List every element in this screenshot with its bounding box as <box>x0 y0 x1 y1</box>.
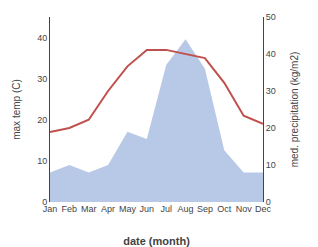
svg-text:Jan: Jan <box>43 204 58 214</box>
svg-text:10: 10 <box>37 156 47 166</box>
svg-text:Jun: Jun <box>140 204 155 214</box>
svg-text:40: 40 <box>37 33 47 43</box>
svg-text:max temp (C): max temp (C) <box>11 79 22 140</box>
svg-text:20: 20 <box>37 115 47 125</box>
svg-text:20: 20 <box>266 123 276 133</box>
svg-text:Oct: Oct <box>217 204 232 214</box>
svg-text:40: 40 <box>266 49 276 59</box>
svg-text:Nov: Nov <box>236 204 253 214</box>
svg-text:30: 30 <box>37 74 47 84</box>
svg-text:Sep: Sep <box>197 204 213 214</box>
svg-text:med. precipitation (kg/m2): med. precipitation (kg/m2) <box>289 52 300 168</box>
svg-text:0: 0 <box>42 197 47 207</box>
svg-text:Feb: Feb <box>62 204 78 214</box>
svg-text:date (month): date (month) <box>123 235 190 247</box>
svg-text:10: 10 <box>266 160 276 170</box>
svg-text:Jul: Jul <box>160 204 172 214</box>
svg-text:0: 0 <box>266 197 271 207</box>
svg-text:Dec: Dec <box>255 204 272 214</box>
svg-text:30: 30 <box>266 86 276 96</box>
svg-text:May: May <box>119 204 137 214</box>
svg-text:Mar: Mar <box>81 204 97 214</box>
svg-text:Apr: Apr <box>101 204 115 214</box>
svg-text:50: 50 <box>266 12 276 22</box>
svg-text:Aug: Aug <box>178 204 194 214</box>
